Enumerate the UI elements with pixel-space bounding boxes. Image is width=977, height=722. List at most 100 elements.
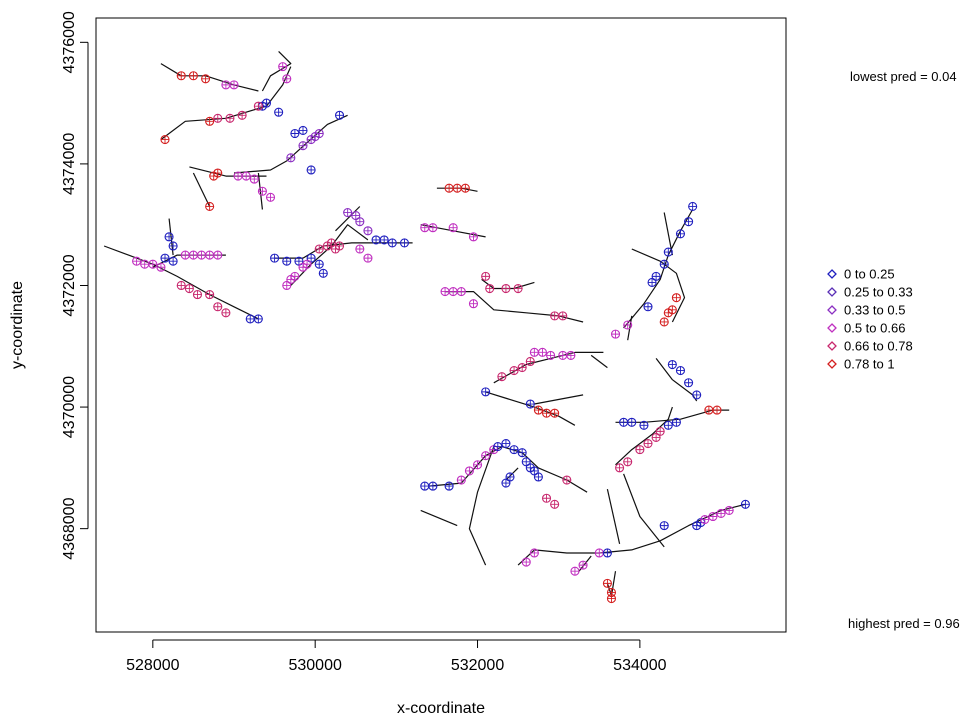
legend-label: 0.5 to 0.66 <box>844 321 905 336</box>
prediction-point <box>176 280 186 291</box>
prediction-point <box>550 408 560 418</box>
prediction-point <box>265 192 276 202</box>
prediction-point <box>537 347 548 357</box>
prediction-point <box>610 329 621 339</box>
legend-item: 0.33 to 0.5 <box>827 303 905 318</box>
x-axis-title: x-coordinate <box>397 700 485 717</box>
prediction-point <box>647 277 657 287</box>
prediction-point <box>615 463 625 473</box>
prediction-point <box>221 308 231 318</box>
legend-swatch <box>827 287 837 297</box>
prediction-point <box>201 74 211 84</box>
prediction-point <box>205 290 215 300</box>
prediction-point <box>160 135 170 145</box>
prediction-point <box>651 271 661 281</box>
stream-segment <box>590 354 608 369</box>
prediction-point <box>546 350 556 360</box>
prediction-point <box>229 80 239 90</box>
prediction-point <box>355 217 365 227</box>
prediction-point <box>558 311 568 321</box>
prediction-point <box>708 511 718 522</box>
prediction-point <box>221 80 231 90</box>
prediction-point <box>497 372 507 382</box>
prediction-point <box>213 113 223 123</box>
prediction-point <box>188 71 198 81</box>
prediction-point <box>456 287 466 297</box>
legend-item: 0.25 to 0.33 <box>827 285 913 300</box>
prediction-point <box>294 256 304 266</box>
prediction-point <box>334 110 345 120</box>
legend-label: 0.78 to 1 <box>844 357 895 372</box>
prediction-point <box>675 229 686 239</box>
stream-segment <box>261 50 292 92</box>
prediction-point <box>290 128 300 139</box>
prediction-point <box>363 226 373 236</box>
prediction-point <box>602 548 612 558</box>
prediction-point <box>282 74 292 84</box>
prediction-point <box>428 481 438 491</box>
prediction-point <box>196 250 207 260</box>
prediction-point <box>659 521 669 531</box>
prediction-point <box>509 366 519 376</box>
prediction-point <box>578 560 588 570</box>
prediction-point <box>550 311 560 321</box>
prediction-point <box>237 110 247 120</box>
highest-pred-annotation: highest pred = 0.96 <box>848 616 960 631</box>
prediction-point <box>188 250 198 260</box>
stream-segment <box>468 446 495 566</box>
prediction-point <box>225 113 235 123</box>
prediction-point <box>270 253 280 263</box>
stream-segment <box>290 224 369 286</box>
prediction-point <box>594 548 604 558</box>
prediction-point <box>602 578 612 588</box>
prediction-point <box>635 445 645 455</box>
prediction-point <box>704 405 714 415</box>
prediction-point <box>448 287 458 297</box>
legend-item: 0.5 to 0.66 <box>827 321 905 336</box>
prediction-point <box>659 259 669 269</box>
legend-item: 0.78 to 1 <box>827 357 895 372</box>
prediction-point <box>290 271 300 281</box>
prediction-point <box>724 505 734 515</box>
prediction-point <box>148 259 158 269</box>
prediction-point <box>371 235 381 245</box>
prediction-point <box>387 238 397 248</box>
prediction-point <box>533 472 543 482</box>
prediction-point <box>623 457 633 467</box>
prediction-point <box>245 314 255 324</box>
prediction-point <box>525 356 535 367</box>
legend-label: 0.33 to 0.5 <box>844 303 905 318</box>
stream-segment <box>631 248 686 323</box>
prediction-point <box>667 305 677 315</box>
x-tick-label: 528000 <box>126 657 179 674</box>
prediction-point <box>379 235 389 245</box>
prediction-point <box>671 417 681 427</box>
x-axis: 528000 530000 532000 534000 <box>126 639 667 674</box>
prediction-point <box>241 171 251 181</box>
prediction-point <box>655 426 665 436</box>
prediction-point <box>205 116 215 126</box>
prediction-point <box>566 350 576 360</box>
prediction-point <box>700 514 710 525</box>
prediction-point <box>688 201 698 212</box>
prediction-point <box>274 107 284 117</box>
prediction-point <box>468 299 479 309</box>
stream-segment <box>534 394 584 405</box>
stream-segment <box>485 391 576 426</box>
y-tick-label: 4374000 <box>61 133 78 195</box>
prediction-point <box>468 232 479 242</box>
stream-segment <box>420 509 458 527</box>
x-tick-label: 532000 <box>451 657 504 674</box>
prediction-point <box>627 417 637 427</box>
prediction-point <box>298 141 308 151</box>
stream-segment <box>517 503 746 566</box>
prediction-point <box>550 499 560 509</box>
prediction-point <box>278 62 288 72</box>
prediction-point <box>448 223 458 233</box>
prediction-point <box>472 460 483 470</box>
prediction-point <box>160 253 170 263</box>
legend-item: 0.66 to 0.78 <box>827 339 913 354</box>
prediction-point <box>562 475 572 485</box>
stream-segment <box>335 206 361 232</box>
prediction-point <box>326 238 336 248</box>
